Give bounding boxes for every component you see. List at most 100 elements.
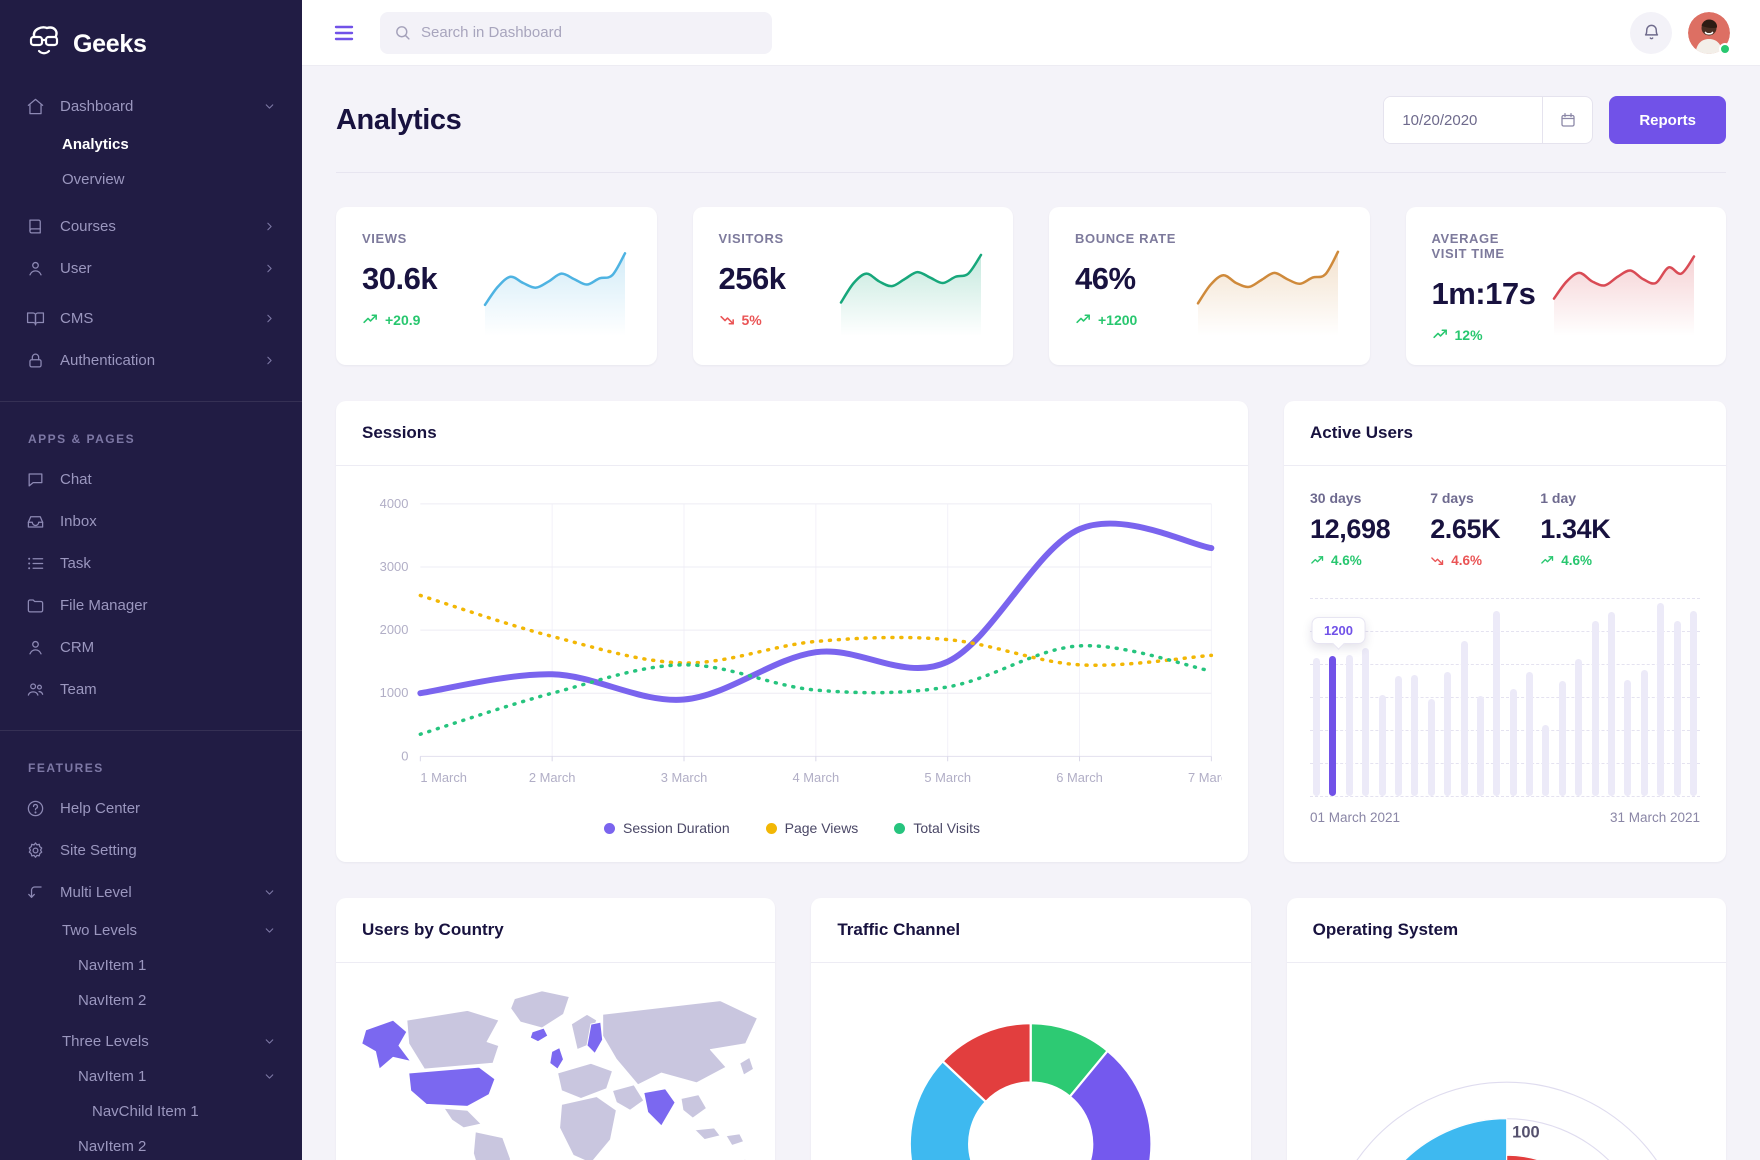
bar[interactable] — [1657, 603, 1665, 796]
sidebar-item-label: Chat — [60, 470, 92, 488]
sparkline-visitors — [839, 253, 983, 336]
active-users-title: Active Users — [1310, 423, 1414, 442]
notifications-button[interactable] — [1630, 11, 1672, 54]
sidebar-item-navchild1[interactable]: NavChild Item 1 — [0, 1094, 302, 1129]
calendar-button[interactable] — [1542, 97, 1592, 143]
world-map — [361, 990, 758, 1160]
bar[interactable] — [1394, 676, 1402, 796]
metric-period: 1 day — [1540, 490, 1577, 506]
reports-button[interactable]: Reports — [1609, 96, 1726, 144]
bar[interactable] — [1362, 648, 1370, 796]
sidebar-item-three-levels[interactable]: Three Levels — [0, 1024, 302, 1059]
bar[interactable] — [1640, 669, 1648, 796]
bar[interactable] — [1345, 655, 1353, 796]
sparkline-views — [483, 252, 626, 336]
bar[interactable] — [1542, 724, 1550, 796]
sidebar-item-cms[interactable]: CMS — [0, 297, 302, 339]
sidebar-item-chat[interactable]: Chat — [0, 458, 302, 500]
sidebar-item-courses[interactable]: Courses — [0, 205, 302, 247]
metric-delta: 4.6% — [1310, 553, 1390, 568]
svg-text:6 March: 6 March — [1056, 770, 1103, 785]
sidebar-item-crm[interactable]: CRM — [0, 626, 302, 668]
svg-text:4000: 4000 — [380, 496, 409, 511]
sidebar-subitem-label: Three Levels — [62, 1033, 149, 1050]
avatar[interactable] — [1688, 11, 1731, 55]
sidebar-item-two-levels[interactable]: Two Levels — [0, 913, 302, 948]
map-india — [643, 1088, 676, 1127]
trending-up-icon — [363, 314, 377, 324]
sidebar-item-label: Inbox — [60, 512, 97, 530]
active-users-metrics: 30 days 12,698 4.6% 7 days 2.65K — [1310, 490, 1700, 568]
sidebar-item-file-manager[interactable]: File Manager — [0, 584, 302, 626]
sidebar-item-user[interactable]: User — [0, 247, 302, 289]
stat-value: 1m:17s — [1431, 276, 1536, 311]
bar[interactable] — [1460, 641, 1468, 796]
sidebar-item-inbox[interactable]: Inbox — [0, 500, 302, 542]
bar[interactable] — [1427, 699, 1435, 796]
bar[interactable] — [1689, 610, 1697, 796]
sidebar-item-analytics[interactable]: Analytics — [0, 127, 302, 162]
sidebar-item-team[interactable]: Team — [0, 668, 302, 710]
chevron-right-icon — [263, 354, 276, 367]
sessions-title: Sessions — [362, 423, 437, 442]
sidebar-item-dashboard[interactable]: Dashboard — [0, 85, 302, 127]
sidebar-item-navitem2[interactable]: NavItem 2 — [0, 983, 302, 1018]
sidebar-item-three-navitem1[interactable]: NavItem 1 — [0, 1059, 302, 1094]
menu-toggle-icon[interactable] — [332, 21, 356, 45]
bar[interactable] — [1444, 671, 1452, 796]
map-se-asia — [680, 1094, 707, 1119]
bar[interactable] — [1493, 610, 1501, 796]
date-input[interactable] — [1384, 97, 1543, 143]
sidebar-item-multi-level[interactable]: Multi Level — [0, 871, 302, 913]
sidebar-item-navitem1[interactable]: NavItem 1 — [0, 948, 302, 983]
sidebar-subitem-label: NavItem 2 — [78, 1138, 147, 1155]
online-status-dot — [1719, 42, 1731, 55]
metric-value: 1.34K — [1540, 514, 1611, 544]
search-input[interactable] — [421, 24, 758, 41]
trending-up-icon — [1432, 329, 1447, 339]
map-mexico — [443, 1107, 482, 1129]
date-picker — [1383, 96, 1594, 144]
bar[interactable] — [1411, 675, 1419, 796]
inbox-icon — [26, 511, 46, 531]
logo[interactable]: Geeks — [0, 0, 302, 85]
sidebar-item-label: User — [60, 259, 92, 277]
bar[interactable] — [1608, 611, 1616, 796]
trending-up-icon — [1311, 556, 1324, 564]
bar[interactable] — [1673, 620, 1681, 796]
legend-total-visits[interactable]: Total Visits — [894, 820, 980, 836]
stat-label: AVERAGE VISIT TIME — [1431, 231, 1505, 261]
sidebar-item-help-center[interactable]: Help Center — [0, 787, 302, 829]
topbar — [302, 0, 1760, 66]
sidebar-item-overview[interactable]: Overview — [0, 162, 302, 197]
sidebar-item-site-setting[interactable]: Site Setting — [0, 829, 302, 871]
bar[interactable] — [1476, 696, 1484, 796]
active-users-card: Active Users 30 days 12,698 4.6% 7 d — [1284, 401, 1726, 862]
stat-delta: 5% — [719, 311, 786, 328]
metric-30-days: 30 days 12,698 4.6% — [1310, 490, 1391, 568]
bar[interactable] — [1558, 680, 1566, 796]
bar[interactable] — [1526, 671, 1534, 796]
svg-text:1 March: 1 March — [420, 770, 467, 785]
sidebar-item-label: Help Center — [60, 799, 141, 817]
bar[interactable] — [1509, 689, 1517, 796]
bar[interactable] — [1378, 694, 1386, 796]
bar[interactable] — [1591, 620, 1599, 796]
page-header: Analytics Reports — [336, 66, 1726, 173]
sidebar-item-three-navitem2[interactable]: NavItem 2 — [0, 1129, 302, 1160]
sparkline-average-visit-time — [1552, 255, 1696, 336]
svg-text:4 March: 4 March — [793, 770, 840, 785]
map-middle-east — [611, 1084, 645, 1111]
sidebar-item-authentication[interactable]: Authentication — [0, 339, 302, 381]
bar[interactable] — [1575, 659, 1583, 796]
sidebar-item-label: Multi Level — [60, 883, 132, 901]
sidebar-item-task[interactable]: Task — [0, 542, 302, 584]
legend-session-duration[interactable]: Session Duration — [604, 820, 730, 836]
bar[interactable] — [1313, 657, 1320, 796]
svg-text:7 March: 7 March — [1188, 770, 1222, 785]
legend-page-views[interactable]: Page Views — [765, 820, 858, 836]
bar[interactable] — [1624, 679, 1632, 796]
map-asia — [602, 1000, 758, 1086]
chevron-right-icon — [263, 262, 276, 275]
bar-highlighted[interactable] — [1329, 656, 1337, 796]
